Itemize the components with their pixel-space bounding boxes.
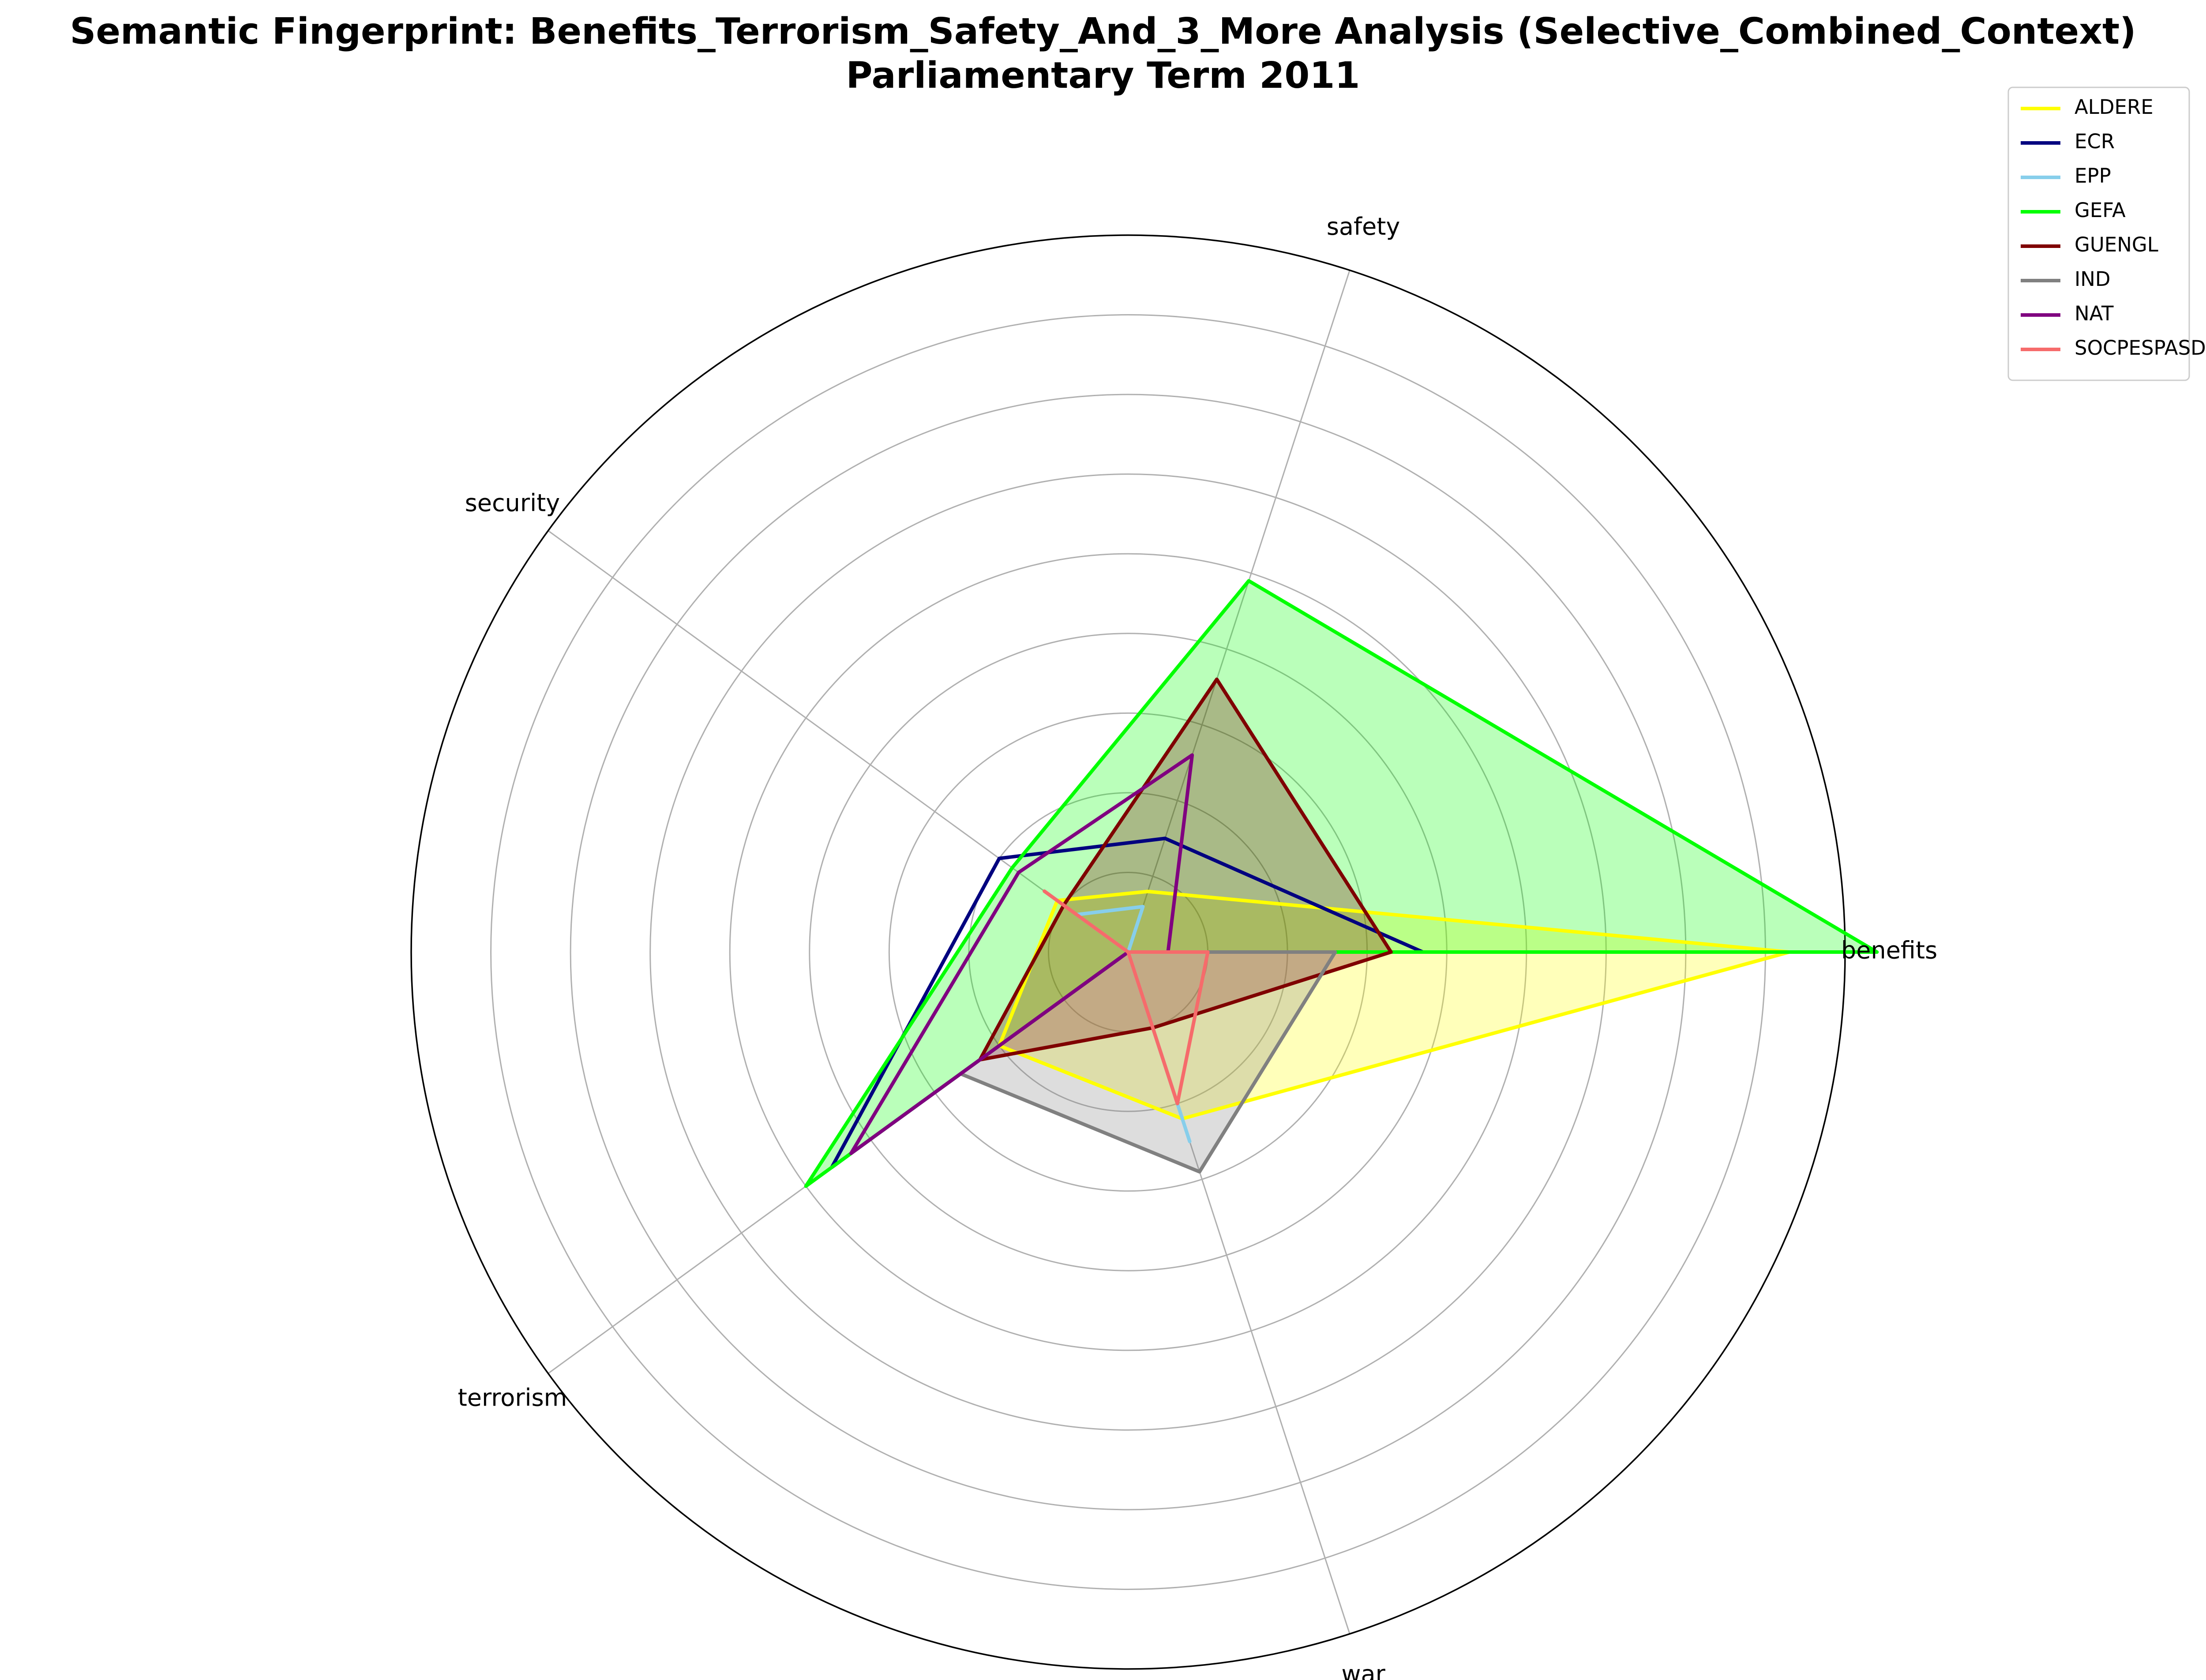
series-fills [806, 581, 1877, 1186]
grid-spoke [548, 530, 1129, 953]
legend-label-ind: IND [2075, 267, 2111, 291]
series-fill-aldere [999, 891, 1790, 1119]
series-lines [804, 579, 1879, 1188]
series-line-guengl [978, 677, 1393, 1062]
series-line-socpespasd [1043, 889, 1210, 1106]
axis-label-safety: safety [1327, 213, 1400, 240]
axis-label-benefits: benefits [1841, 937, 1937, 964]
axis-label-security: security [465, 489, 560, 517]
legend-label-nat: NAT [2075, 302, 2114, 325]
legend-label-gefa: GEFA [2075, 199, 2126, 222]
radar-grid [410, 234, 1846, 1670]
axis-labels: benefits safety security terrorism war [458, 213, 1938, 1680]
series-fill-guengl [980, 679, 1391, 1060]
legend-label-socpespasd: SOCPESPASD [2075, 336, 2206, 360]
chart-title: Semantic Fingerprint: Benefits_Terrorism… [0, 10, 2206, 98]
legend-label-aldere: ALDERE [2075, 95, 2153, 119]
legend-label-epp: EPP [2075, 164, 2111, 188]
axis-label-terrorism: terrorism [458, 1384, 567, 1412]
chart-title-line-1: Semantic Fingerprint: Benefits_Terrorism… [70, 11, 2136, 52]
chart-title-line-2: Parliamentary Term 2011 [846, 55, 1360, 97]
legend-label-guengl: GUENGL [2075, 233, 2158, 256]
legend-label-ecr: ECR [2075, 130, 2115, 153]
legend: ALDERE ECR EPP GEFA GUENGL IND NAT SOCPESPASD [2007, 86, 2206, 381]
series-fill-gefa [806, 581, 1877, 1186]
axis-label-war: war [1341, 1660, 1385, 1680]
legend-frame [2007, 86, 2190, 381]
